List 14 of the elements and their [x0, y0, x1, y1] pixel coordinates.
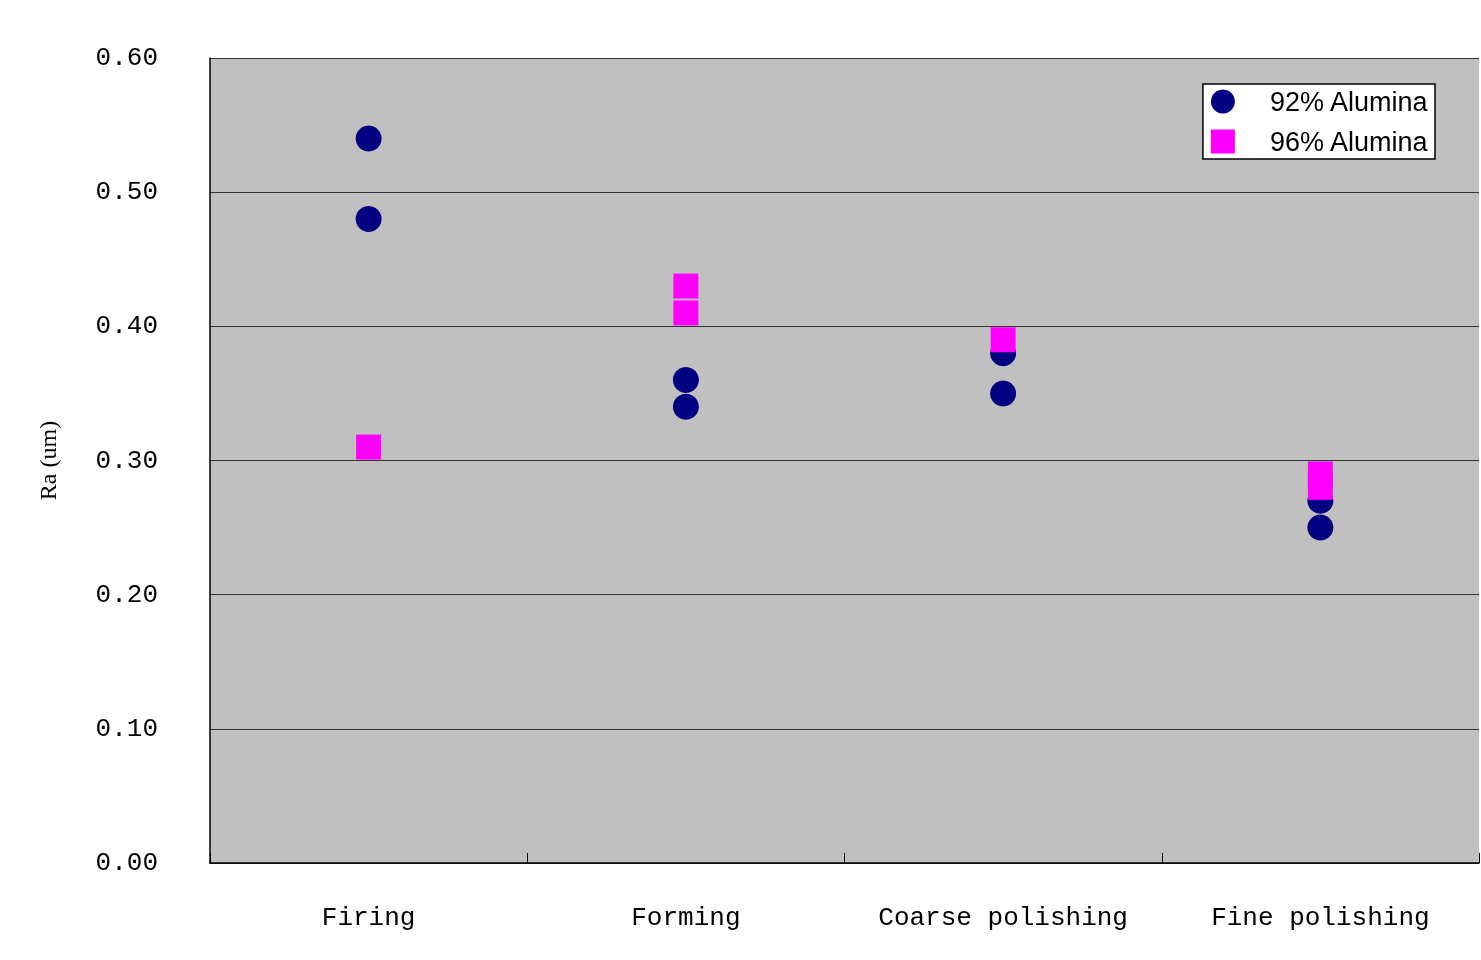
y-tick-label: 0.20 [95, 579, 158, 610]
y-tick-label: 0.30 [95, 445, 158, 476]
x-tick-label: Coarse polishing [878, 903, 1128, 933]
legend-label: 92% Alumina [1269, 86, 1429, 117]
x-tick-label: Fine polishing [1211, 903, 1430, 933]
legend-label: 96% Alumina [1269, 126, 1429, 157]
y-tick-label: 0.40 [95, 311, 158, 342]
y-tick-label: 0.10 [95, 713, 158, 744]
y-axis-title: Ra (um) [35, 420, 61, 501]
y-tick-label: 0.50 [95, 177, 158, 208]
y-tick-label: 0.00 [95, 848, 158, 878]
y-tick-label: 0.60 [95, 43, 158, 73]
x-tick-label: Forming [631, 903, 741, 933]
x-tick-label: Firing [321, 903, 416, 933]
